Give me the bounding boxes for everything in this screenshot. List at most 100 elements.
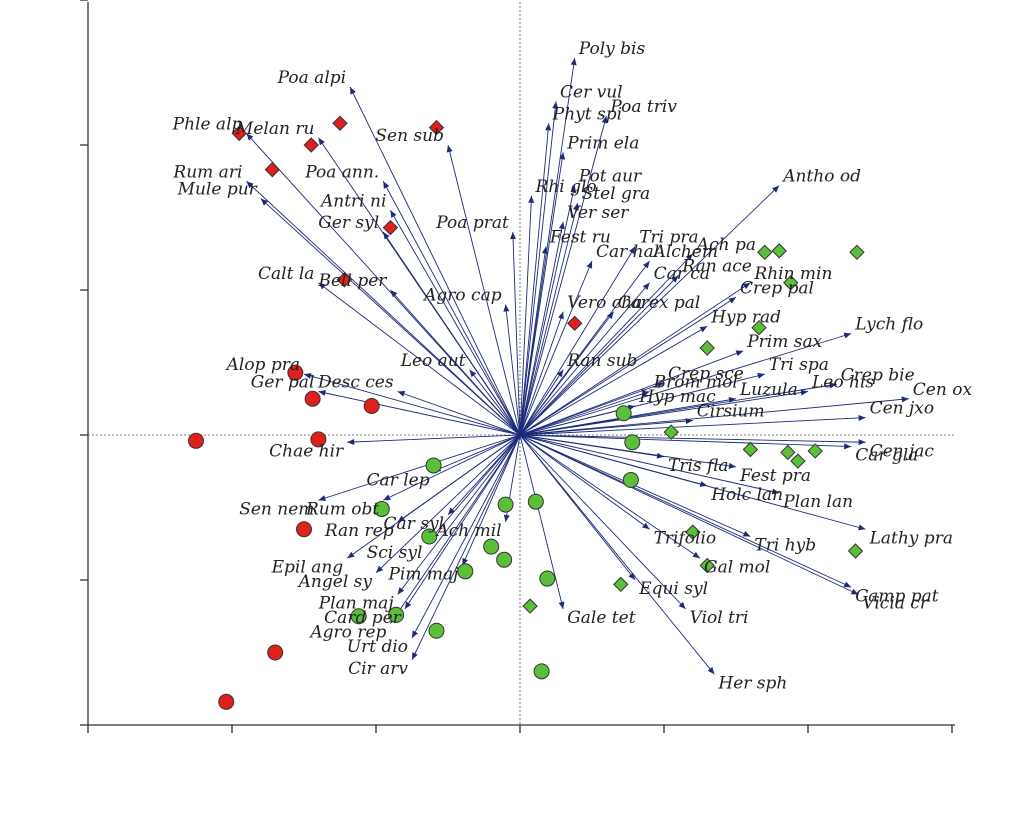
vector-arrowhead <box>757 372 765 379</box>
vector-arrowhead <box>318 137 325 146</box>
vector-arrowhead <box>586 261 593 269</box>
species-label: Agro rep <box>308 623 386 643</box>
species-label: Car ca <box>654 264 710 284</box>
vector-arrowhead <box>246 133 254 141</box>
species-label: Ger syl <box>318 213 379 233</box>
vector-arrowhead <box>347 438 355 445</box>
species-vector <box>519 282 650 436</box>
vector-arrowhead <box>397 391 406 397</box>
green-diamond-site <box>742 441 759 458</box>
axis-ticks <box>80 0 953 733</box>
species-label: Angel sy <box>297 572 373 592</box>
vector-arrowhead <box>397 587 405 595</box>
vector-arrowhead <box>699 326 708 333</box>
species-label: Camp pat <box>855 586 939 606</box>
species-label: Car lep <box>367 470 430 490</box>
vector-arrowhead <box>412 652 418 660</box>
green-diamond-site <box>522 598 538 614</box>
species-vector <box>246 180 521 436</box>
vector-arrowhead <box>446 145 453 153</box>
red-diamond-site <box>332 115 348 131</box>
species-label: Agro cap <box>422 286 502 306</box>
red-diamond-site <box>428 119 445 136</box>
species-vector <box>519 434 737 468</box>
species-label: Rhin min <box>753 264 832 284</box>
vector-arrowhead <box>901 396 909 403</box>
green-diamond-site <box>807 443 823 459</box>
species-label: Vicia cr <box>862 594 928 614</box>
species-label: Rhi glo <box>535 177 597 197</box>
vector-arrowhead <box>503 514 510 522</box>
species-label: Brom mol <box>653 373 738 393</box>
species-label: Tris fla <box>668 456 729 476</box>
species-vector <box>519 350 744 436</box>
species-vector <box>519 420 693 436</box>
species-label: Poa triv <box>609 97 677 117</box>
vector-arrowhead <box>503 304 510 312</box>
vector-arrowhead <box>692 551 700 559</box>
green-circle-site <box>388 606 405 623</box>
vector-arrowhead <box>469 369 477 378</box>
green-circle-site <box>425 457 442 474</box>
red-circle-site <box>296 521 312 538</box>
species-vector <box>519 185 780 436</box>
species-label: Hyp rad <box>710 307 781 327</box>
species-label: Ran ace <box>681 257 751 277</box>
species-vector <box>519 382 665 436</box>
green-diamond-site <box>783 275 799 291</box>
green-diamond-site <box>613 576 629 593</box>
species-vector <box>246 133 521 436</box>
species-label: Poa prat <box>435 213 509 233</box>
green-circle-site <box>539 570 556 587</box>
species-vector <box>519 311 564 436</box>
species-label: Car hal <box>596 242 659 262</box>
species-label: Hyp mac <box>638 387 716 407</box>
species-label: Equi syl <box>638 579 708 599</box>
red-circle-site <box>267 644 284 661</box>
species-label: Ger pal <box>251 373 315 393</box>
vector-arrowhead <box>318 390 326 396</box>
vector-arrowhead <box>376 565 384 573</box>
species-label: Crep sce <box>668 364 744 384</box>
vector-arrowhead <box>448 507 455 515</box>
species-label: Ach pa <box>695 235 756 255</box>
species-label: Phyt spi <box>552 104 622 124</box>
vector-arrowhead <box>642 390 650 397</box>
species-label: Ach mil <box>434 521 501 541</box>
vector-arrowhead <box>558 311 564 320</box>
species-label: Antri ni <box>319 191 386 211</box>
species-vector <box>303 373 521 436</box>
green-circle-site <box>527 493 544 510</box>
species-label: Alchem <box>652 242 718 262</box>
species-vector <box>519 260 593 436</box>
vector-arrowhead <box>412 630 418 638</box>
green-diamond-site <box>757 244 773 261</box>
vector-arrowhead <box>383 494 391 501</box>
species-vector <box>519 434 852 588</box>
vector-arrowhead <box>556 369 564 378</box>
species-label: Plan lan <box>782 492 853 512</box>
species-label: Cen jxo <box>870 399 935 419</box>
species-label: Prim sax <box>746 332 822 352</box>
species-label: Ran sub <box>566 351 637 371</box>
species-vector <box>519 434 650 530</box>
vector-arrowhead <box>558 601 565 609</box>
red-diamond-site <box>303 137 319 153</box>
species-vector <box>519 296 737 436</box>
vector-arrowhead <box>771 488 780 495</box>
species-label: Cer vul <box>560 83 623 103</box>
species-label: Holc lan <box>710 485 783 505</box>
vector-arrowhead <box>559 152 566 160</box>
species-vector <box>382 181 521 436</box>
green-diamond-site <box>790 453 806 469</box>
species-vector <box>397 434 521 595</box>
species-vector <box>469 369 521 436</box>
species-vector <box>519 101 557 436</box>
green-circle-site <box>457 563 474 580</box>
species-label: Leo his <box>811 373 874 393</box>
species-vector <box>461 434 521 566</box>
vector-arrowhead <box>678 601 686 609</box>
red-diamond-site <box>336 272 353 288</box>
species-label: Car gla <box>855 446 918 466</box>
